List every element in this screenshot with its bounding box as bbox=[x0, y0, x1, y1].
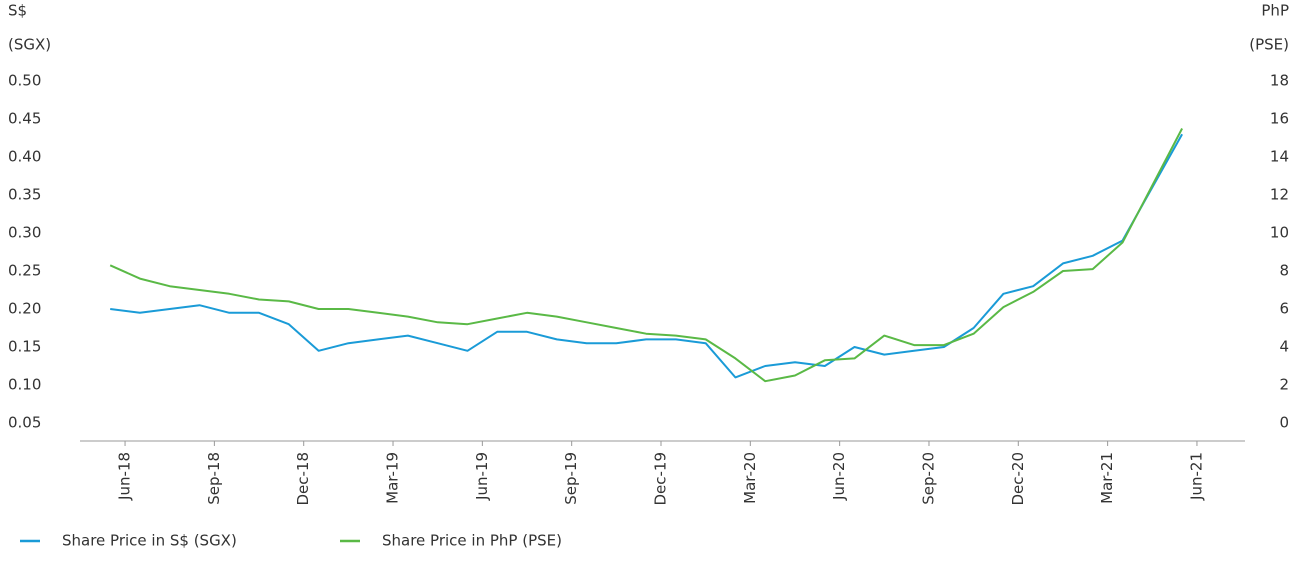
y-tick-label: 0.20 bbox=[8, 300, 41, 318]
y2-tick-label: 10 bbox=[1270, 224, 1289, 242]
y2-tick-label: 6 bbox=[1279, 300, 1289, 318]
legend-label: Share Price in PhP (PSE) bbox=[382, 532, 562, 550]
y-tick-label: 0.40 bbox=[8, 148, 41, 166]
y-axis-title: (SGX) bbox=[8, 36, 51, 54]
x-tick-label: Jun-21 bbox=[1187, 452, 1205, 501]
x-tick-label: Jun-20 bbox=[830, 452, 848, 501]
x-tick-label: Sep-18 bbox=[205, 452, 223, 505]
y2-axis-title: (PSE) bbox=[1249, 36, 1289, 54]
y-axis-title: S$ bbox=[8, 2, 27, 20]
legend-label: Share Price in S$ (SGX) bbox=[62, 532, 237, 550]
x-tick-label: Sep-19 bbox=[562, 452, 580, 505]
x-tick-label: Dec-18 bbox=[294, 452, 312, 506]
y2-tick-label: 8 bbox=[1279, 262, 1289, 280]
x-tick-label: Dec-20 bbox=[1009, 452, 1027, 506]
x-tick-label: Mar-19 bbox=[384, 452, 402, 504]
y2-tick-label: 16 bbox=[1270, 110, 1289, 128]
y2-tick-label: 4 bbox=[1279, 338, 1289, 356]
y-tick-label: 0.05 bbox=[8, 414, 41, 432]
y-tick-label: 0.15 bbox=[8, 338, 41, 356]
x-tick-label: Sep-20 bbox=[919, 452, 937, 505]
y2-tick-label: 12 bbox=[1270, 186, 1289, 204]
y2-tick-label: 14 bbox=[1270, 148, 1289, 166]
series-line bbox=[110, 133, 1183, 379]
y2-tick-label: 0 bbox=[1279, 414, 1289, 432]
series-line bbox=[109, 128, 1183, 383]
x-tick-label: Jun-19 bbox=[473, 452, 491, 501]
y-tick-label: 0.50 bbox=[8, 72, 41, 90]
y2-axis-title: PhP bbox=[1261, 2, 1289, 20]
x-tick-label: Dec-19 bbox=[652, 452, 670, 506]
x-tick-label: Mar-21 bbox=[1098, 452, 1116, 504]
y2-tick-label: 18 bbox=[1270, 72, 1289, 90]
y-tick-label: 0.30 bbox=[8, 224, 41, 242]
y-tick-label: 0.35 bbox=[8, 186, 41, 204]
x-tick-label: Jun-18 bbox=[116, 452, 134, 501]
y-tick-label: 0.45 bbox=[8, 110, 41, 128]
y2-tick-label: 2 bbox=[1279, 376, 1289, 394]
y-tick-label: 0.10 bbox=[8, 376, 41, 394]
x-tick-label: Mar-20 bbox=[741, 452, 759, 504]
y-tick-label: 0.25 bbox=[8, 262, 41, 280]
